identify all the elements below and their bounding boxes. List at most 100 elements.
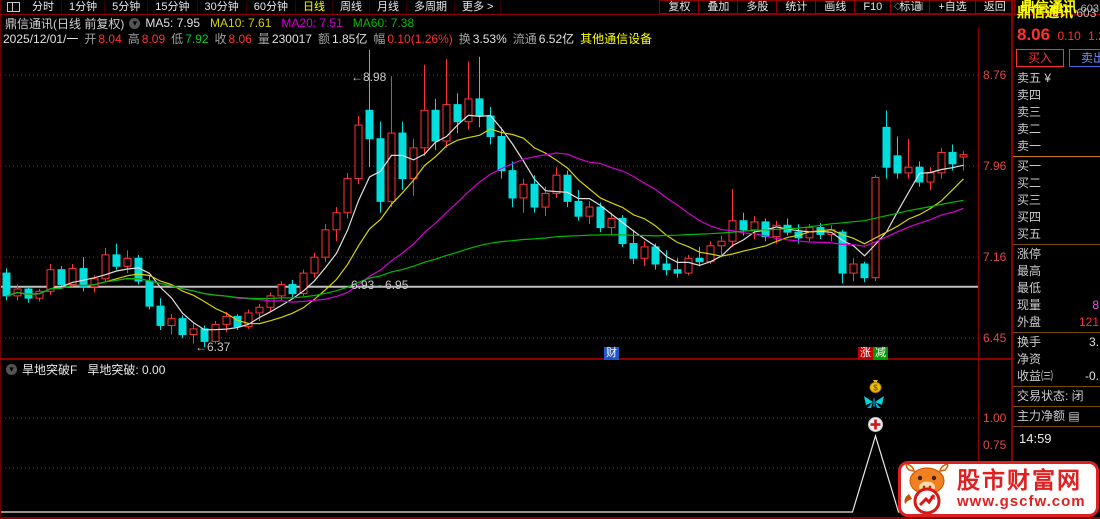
period-tab-分时[interactable]: 分时	[25, 0, 62, 14]
toolbar-button-F10[interactable]: F10	[854, 0, 892, 14]
quote-panel: 鼎信通讯 603 8.06 0.10 1.26% 买入 卖出 卖五 ¥ 卖四卖三卖…	[1011, 0, 1100, 517]
svg-text:$: $	[873, 384, 878, 393]
trade-status: 交易状态: 闭	[1017, 389, 1084, 403]
indicator-value: 旱地突破: 0.00	[87, 363, 166, 377]
field-label: 额	[317, 32, 330, 46]
low-annotation: ←6.37	[195, 340, 231, 354]
toolbar-button-复权[interactable]: 复权	[659, 0, 700, 14]
period-tab-60分钟[interactable]: 60分钟	[247, 0, 296, 14]
chevron-down-icon[interactable]: ▾	[129, 17, 141, 29]
sell-queue-row[interactable]: 卖三	[1017, 105, 1042, 119]
stat-rows-2: 换手 3. 净资收益㈢ -0.	[1013, 334, 1100, 385]
price-axis-label: 7.16	[983, 250, 1007, 265]
circle-plus-icon	[867, 416, 884, 438]
indicator-chart-canvas[interactable]	[1, 360, 978, 517]
indicator-axis: 1.00 0.75	[978, 360, 1011, 517]
buy-queue-row[interactable]: 买五	[1017, 227, 1042, 241]
industry-label[interactable]: 其他通信设备	[580, 32, 653, 46]
stat-row-净资: 净资	[1017, 352, 1042, 366]
moneybag-icon: $	[867, 377, 884, 399]
period-tab-周线[interactable]: 周线	[333, 0, 370, 14]
sell-button[interactable]: 卖出	[1069, 49, 1100, 67]
stat-row-换手: 换手 3.	[1017, 335, 1099, 349]
field-value: 230017	[271, 32, 312, 46]
chevron-down-icon[interactable]: ▾	[6, 364, 17, 375]
stock-code-text: 603	[1080, 3, 1099, 15]
stat-row-外盘: 外盘 121	[1017, 315, 1099, 329]
period-tab-多周期[interactable]: 多周期	[407, 0, 455, 14]
stat-row-最低: 最低	[1017, 281, 1042, 295]
toolbar-button-画线[interactable]: 画线	[815, 0, 856, 14]
buy-queue-row[interactable]: 买三	[1017, 193, 1042, 207]
period-tab-更多 >[interactable]: 更多 >	[455, 0, 502, 14]
indicator-name[interactable]: 旱地突破F	[22, 363, 78, 377]
price-change: 0.10	[1057, 29, 1081, 43]
buy-queue-row[interactable]: 买二	[1017, 176, 1042, 190]
buy-button[interactable]: 买入	[1016, 49, 1064, 67]
sell-queue-row[interactable]: 卖二	[1017, 122, 1042, 136]
toolbar-buttons: 复权 叠加 多股 统计 画线 F10 标记 +自选 返回	[659, 0, 1015, 14]
price-axis-label: 6.45	[983, 330, 1007, 345]
price-axis: 8.76 7.96 7.16 6.45	[978, 28, 1011, 358]
period-tab-5分钟[interactable]: 5分钟	[105, 0, 149, 14]
period-menu-bar: 分时 1分钟 5分钟 15分钟 30分钟 60分钟 日线 周线 月线 多周期 更多 > 复权 叠加 多股…	[1, 0, 1100, 15]
candlestick-chart-canvas[interactable]	[1, 28, 978, 358]
event-badge-减[interactable]: 减	[873, 347, 888, 360]
field-label: 幅	[373, 32, 386, 46]
field-value: 8.09	[141, 32, 166, 46]
event-badge-财[interactable]: 财	[604, 347, 619, 360]
bull-mascot-icon	[904, 464, 949, 514]
field-label: 换	[458, 32, 471, 46]
toolbar-button-返回[interactable]: 返回	[974, 0, 1015, 14]
period-tab-30分钟[interactable]: 30分钟	[198, 0, 247, 14]
panel-divider[interactable]	[1, 358, 1011, 360]
toolbar-button-统计[interactable]: 统计	[776, 0, 817, 14]
price-axis-label: 7.96	[983, 159, 1007, 174]
corner-stock-name: 鼎信通讯 603	[1015, 0, 1100, 17]
ohlc-status-line: 2025/12/01/一开 8.04 高 8.09 低 7.92 收 8.06 量 230017 额…	[3, 30, 654, 47]
butterfly-icon	[862, 394, 886, 415]
period-tab-15分钟[interactable]: 15分钟	[148, 0, 198, 14]
period-tab-1分钟[interactable]: 1分钟	[62, 0, 106, 14]
level-annotation: 6.93 - 6.95	[351, 278, 409, 292]
field-label: 量	[257, 32, 270, 46]
field-value: 0.10(1.26%)	[387, 32, 453, 46]
ma20-value: MA20: 7.51	[281, 16, 343, 30]
field-label: 高	[127, 32, 140, 46]
field-label: 收	[214, 32, 227, 46]
buy-queue-row[interactable]: 买四	[1017, 210, 1042, 224]
mini-tool-icons[interactable]: ◇ ▣	[894, 1, 929, 12]
panel-stock-code: 603	[1076, 6, 1097, 20]
field-label: 流通	[512, 32, 537, 46]
chart-info-bar: 鼎信通讯(日线 前复权) ▾ MA5: 7.95 MA10: 7.61 MA20…	[1, 16, 1009, 31]
stat-row-收益㈢: 收益㈢ -0.	[1017, 369, 1099, 383]
window-layout-icon[interactable]	[7, 2, 20, 12]
sell-queue-row[interactable]: 卖五 ¥	[1017, 71, 1052, 85]
ma10-value: MA10: 7.61	[210, 16, 272, 30]
toolbar-button-+自选[interactable]: +自选	[929, 0, 976, 14]
order-book: 卖五 ¥ 卖四卖三卖二卖一买一买二买三买四买五	[1013, 70, 1100, 243]
sell-queue-row[interactable]: 卖四	[1017, 88, 1042, 102]
candlestick-chart-region[interactable]: 2025/12/01/一开 8.04 高 8.09 低 7.92 收 8.06 量 230017 额…	[1, 28, 1011, 360]
toolbar-button-叠加[interactable]: 叠加	[698, 0, 739, 14]
field-label: 低	[171, 32, 184, 46]
indicator-axis-label: 0.75	[983, 438, 1007, 452]
event-badge-涨[interactable]: 涨	[858, 347, 873, 360]
quote-time: 14:59	[1019, 431, 1052, 446]
stat-row-现量: 现量 8	[1017, 298, 1099, 312]
ma60-value: MA60: 7.38	[352, 16, 415, 30]
logo-title: 股市财富网	[957, 467, 1082, 493]
period-tab-日线[interactable]: 日线	[296, 0, 333, 14]
ma5-value: MA5: 7.95	[145, 16, 201, 30]
period-tab-月线[interactable]: 月线	[370, 0, 407, 14]
main-net-flow[interactable]: 主力净额 ▤	[1017, 409, 1080, 423]
stat-row-涨停: 涨停	[1017, 247, 1042, 261]
price-change-pct: 1.26%	[1088, 29, 1100, 43]
toolbar-button-多股[interactable]: 多股	[737, 0, 778, 14]
sell-queue-row[interactable]: 卖一	[1017, 139, 1042, 153]
buy-queue-row[interactable]: 买一	[1017, 159, 1042, 173]
logo-url: www.gscfw.com	[957, 493, 1086, 510]
last-price: 8.06	[1017, 25, 1051, 44]
field-value: 8.04	[98, 32, 122, 46]
